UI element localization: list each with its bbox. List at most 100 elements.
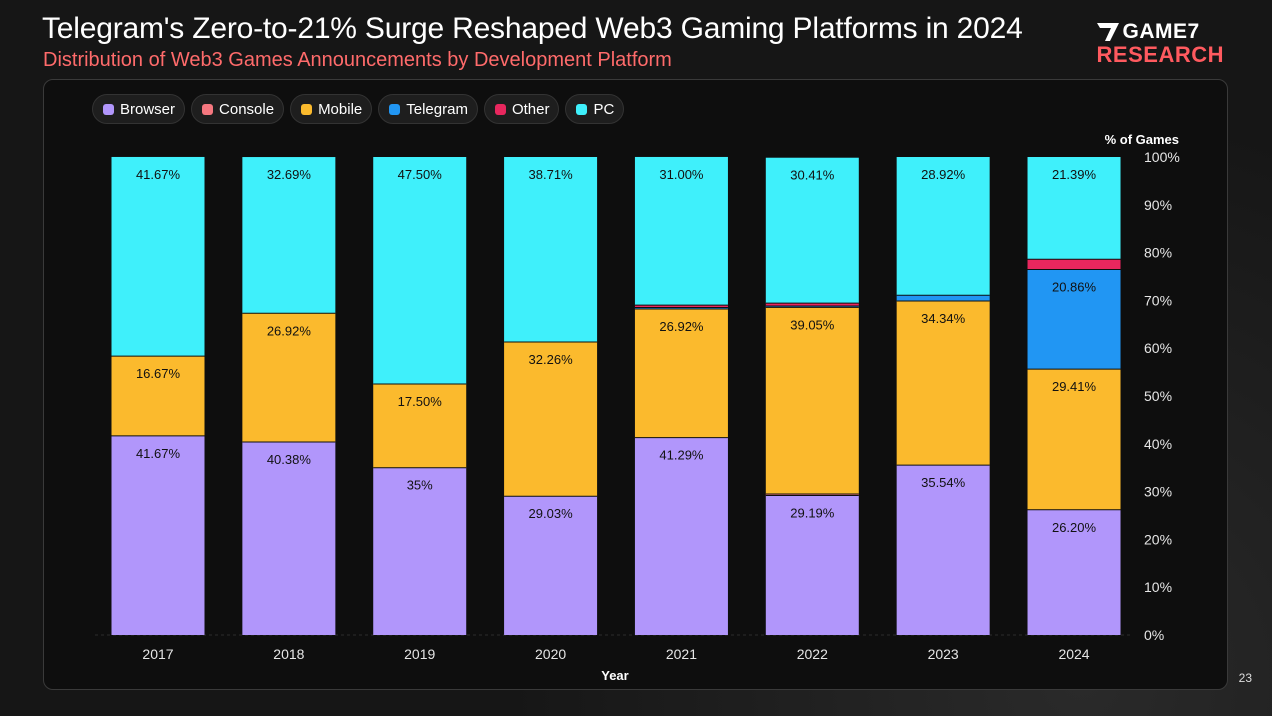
legend-label-other: Other (511, 100, 550, 118)
logo-line2: RESEARCH (1096, 42, 1224, 67)
bar-segment-mobile-2023 (896, 300, 990, 466)
legend-item-mobile[interactable]: Mobile (290, 94, 373, 124)
chart-subtitle: Distribution of Web3 Games Announcements… (43, 49, 672, 71)
data-label-pc-2024: 21.39% (1052, 167, 1097, 182)
bar-segment-telegram-2024 (1027, 269, 1121, 370)
x-tick-label-2019: 2019 (404, 646, 435, 662)
game7-research-logo: GAME7 RESEARCH (1096, 20, 1224, 68)
bar-segment-telegram-2022 (765, 305, 859, 308)
page-number: 23 (1238, 671, 1252, 685)
x-tick-label-2024: 2024 (1058, 646, 1089, 662)
bar-segment-pc-2021 (634, 156, 728, 306)
legend-item-telegram[interactable]: Telegram (378, 94, 478, 124)
data-label-browser-2018: 40.38% (267, 452, 312, 467)
y-tick-label: 30% (1144, 484, 1172, 500)
bar-segment-pc-2019 (373, 157, 467, 385)
x-axis-title: Year (601, 668, 628, 683)
y-tick-label: 70% (1144, 292, 1172, 308)
data-label-pc-2018: 32.69% (267, 167, 312, 182)
bar-segment-console-2022 (765, 494, 859, 496)
y-tick-label: 60% (1144, 340, 1172, 356)
bar-segment-telegram-2023 (896, 295, 990, 301)
legend-label-mobile: Mobile (318, 100, 363, 118)
legend-label-console: Console (219, 100, 275, 118)
data-label-mobile-2022: 39.05% (790, 317, 835, 332)
x-tick-label-2021: 2021 (666, 646, 697, 662)
bar-segment-pc-2018 (242, 157, 336, 314)
bar-segment-mobile-2018 (242, 313, 336, 442)
legend-item-browser[interactable]: Browser (92, 94, 186, 124)
legend-item-other[interactable]: Other (483, 94, 560, 124)
legend-item-pc[interactable]: PC (565, 94, 625, 124)
bar-segment-browser-2024 (1027, 509, 1121, 635)
data-label-mobile-2021: 26.92% (659, 319, 704, 334)
bar-segment-other-2021 (634, 305, 728, 308)
y-tick-label: 10% (1144, 579, 1172, 595)
data-label-pc-2019: 47.50% (398, 167, 443, 182)
data-label-mobile-2020: 32.26% (529, 352, 574, 367)
data-label-pc-2023: 28.92% (921, 167, 966, 182)
data-label-pc-2017: 41.67% (136, 167, 181, 182)
data-label-browser-2022: 29.19% (790, 505, 835, 520)
legend-swatch-console (202, 103, 214, 115)
bar-segment-pc-2020 (504, 157, 598, 343)
legend-label-telegram: Telegram (406, 100, 468, 118)
y-tick-label: 50% (1144, 388, 1172, 404)
bar-segment-telegram-2021 (634, 307, 728, 309)
bar-segment-mobile-2021 (634, 308, 728, 438)
bar-segment-other-2022 (765, 303, 859, 306)
x-tick-label-2023: 2023 (928, 646, 959, 662)
data-label-browser-2017: 41.67% (136, 446, 181, 461)
x-tick-label-2018: 2018 (273, 646, 304, 662)
y-tick-label: 90% (1144, 197, 1172, 213)
bar-segment-mobile-2017 (111, 356, 205, 436)
legend-swatch-other (494, 103, 506, 115)
data-label-pc-2020: 38.71% (529, 167, 574, 182)
data-label-browser-2019: 35% (407, 478, 433, 493)
bar-segment-browser-2022 (765, 495, 859, 635)
data-label-pc-2022: 30.41% (790, 168, 835, 183)
legend-swatch-mobile (301, 103, 313, 115)
legend-label-browser: Browser (120, 100, 176, 118)
data-label-mobile-2017: 16.67% (136, 366, 181, 381)
y-axis-title: % of Games (1105, 132, 1179, 147)
x-tick-label-2020: 2020 (535, 646, 566, 662)
bar-segment-other-2024 (1027, 259, 1121, 270)
data-label-pc-2021: 31.00% (659, 167, 704, 182)
y-tick-label: 20% (1144, 531, 1172, 547)
data-label-mobile-2023: 34.34% (921, 311, 966, 326)
data-label-mobile-2018: 26.92% (267, 323, 312, 338)
bar-segment-mobile-2020 (504, 342, 598, 497)
game7-mark-icon (1096, 23, 1119, 41)
chart-legend: Browser Console Mobile Telegram Other PC (92, 94, 625, 124)
bar-segment-mobile-2022 (765, 307, 859, 495)
bar-segment-mobile-2024 (1027, 369, 1121, 510)
legend-label-pc: PC (593, 100, 615, 118)
legend-item-console[interactable]: Console (191, 94, 285, 124)
y-tick-label: 0% (1144, 627, 1164, 643)
y-tick-label: 40% (1144, 436, 1172, 452)
bar-segment-browser-2021 (634, 437, 728, 635)
bar-segment-pc-2023 (896, 157, 990, 296)
logo-line1: GAME7 (1122, 20, 1200, 43)
bar-segment-browser-2019 (373, 467, 467, 635)
bar-segment-pc-2022 (765, 157, 859, 304)
data-label-mobile-2019: 17.50% (398, 394, 443, 409)
legend-swatch-telegram (389, 103, 401, 115)
legend-swatch-pc (576, 103, 588, 115)
data-label-telegram-2024: 20.86% (1052, 279, 1097, 294)
bar-segment-mobile-2019 (373, 384, 467, 468)
bar-segment-browser-2018 (242, 441, 336, 635)
data-label-mobile-2024: 29.41% (1052, 379, 1097, 394)
x-tick-label-2017: 2017 (142, 646, 173, 662)
data-label-browser-2020: 29.03% (529, 506, 574, 521)
data-label-browser-2021: 41.29% (659, 448, 704, 463)
data-label-browser-2024: 26.20% (1052, 520, 1097, 535)
chart-title: Telegram's Zero-to-21% Surge Reshaped We… (42, 12, 1023, 45)
legend-swatch-browser (103, 103, 114, 115)
y-tick-label: 80% (1144, 245, 1172, 261)
bar-segment-browser-2023 (896, 465, 990, 635)
data-label-browser-2023: 35.54% (921, 475, 966, 490)
x-tick-label-2022: 2022 (797, 646, 828, 662)
